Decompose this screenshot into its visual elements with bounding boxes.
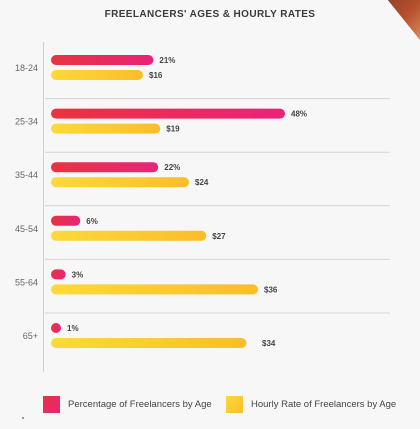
rate-data-label: $16: [149, 71, 163, 80]
percentage-data-label: 6%: [86, 217, 98, 226]
rate-data-label: $34: [262, 339, 276, 348]
corner-dot: [22, 417, 24, 419]
percentage-data-label: 21%: [159, 56, 175, 65]
y-axis-line: [43, 42, 44, 372]
rate-data-label: $19: [166, 125, 180, 134]
rate-data-label: $36: [264, 285, 278, 294]
legend-swatch-percentage: [43, 396, 60, 413]
category-label: 65+: [23, 331, 38, 341]
legend-swatch-rate: [226, 396, 243, 413]
category-label: 45-54: [15, 224, 38, 234]
category-label: 18-24: [15, 63, 38, 73]
percentage-bar: [51, 162, 159, 173]
rate-data-label: $27: [212, 232, 226, 241]
category-label: 55-64: [15, 277, 38, 287]
rate-bar: [51, 284, 258, 295]
legend-label-rate: Hourly Rate of Freelancers by Age: [251, 399, 397, 410]
percentage-data-label: 48%: [291, 110, 307, 119]
rate-bar: [51, 70, 143, 80]
category-label: 25-34: [15, 117, 38, 127]
rate-bar: [51, 338, 247, 348]
percentage-bar: [51, 323, 61, 333]
category-label: 35-44: [15, 170, 38, 180]
rate-bar: [51, 177, 189, 188]
rate-bar: [51, 123, 161, 134]
percentage-data-label: 3%: [72, 270, 84, 279]
chart-title: FREELANCERS' AGES & HOURLY RATES: [104, 9, 316, 20]
percentage-bar: [51, 55, 154, 65]
percentage-bar: [51, 269, 66, 280]
legend: Percentage of Freelancers by Age Hourly …: [0, 396, 420, 416]
legend-label-percentage: Percentage of Freelancers by Age: [68, 399, 212, 410]
rate-bar: [51, 230, 207, 241]
legend-item-rate: Hourly Rate of Freelancers by Age: [226, 396, 396, 413]
percentage-data-label: 22%: [164, 163, 180, 172]
percentage-data-label: 1%: [67, 324, 79, 333]
percentage-bar: [51, 108, 285, 119]
legend-item-percentage: Percentage of Freelancers by Age: [43, 396, 212, 413]
percentage-bar: [51, 215, 81, 226]
rate-data-label: $24: [195, 178, 209, 187]
